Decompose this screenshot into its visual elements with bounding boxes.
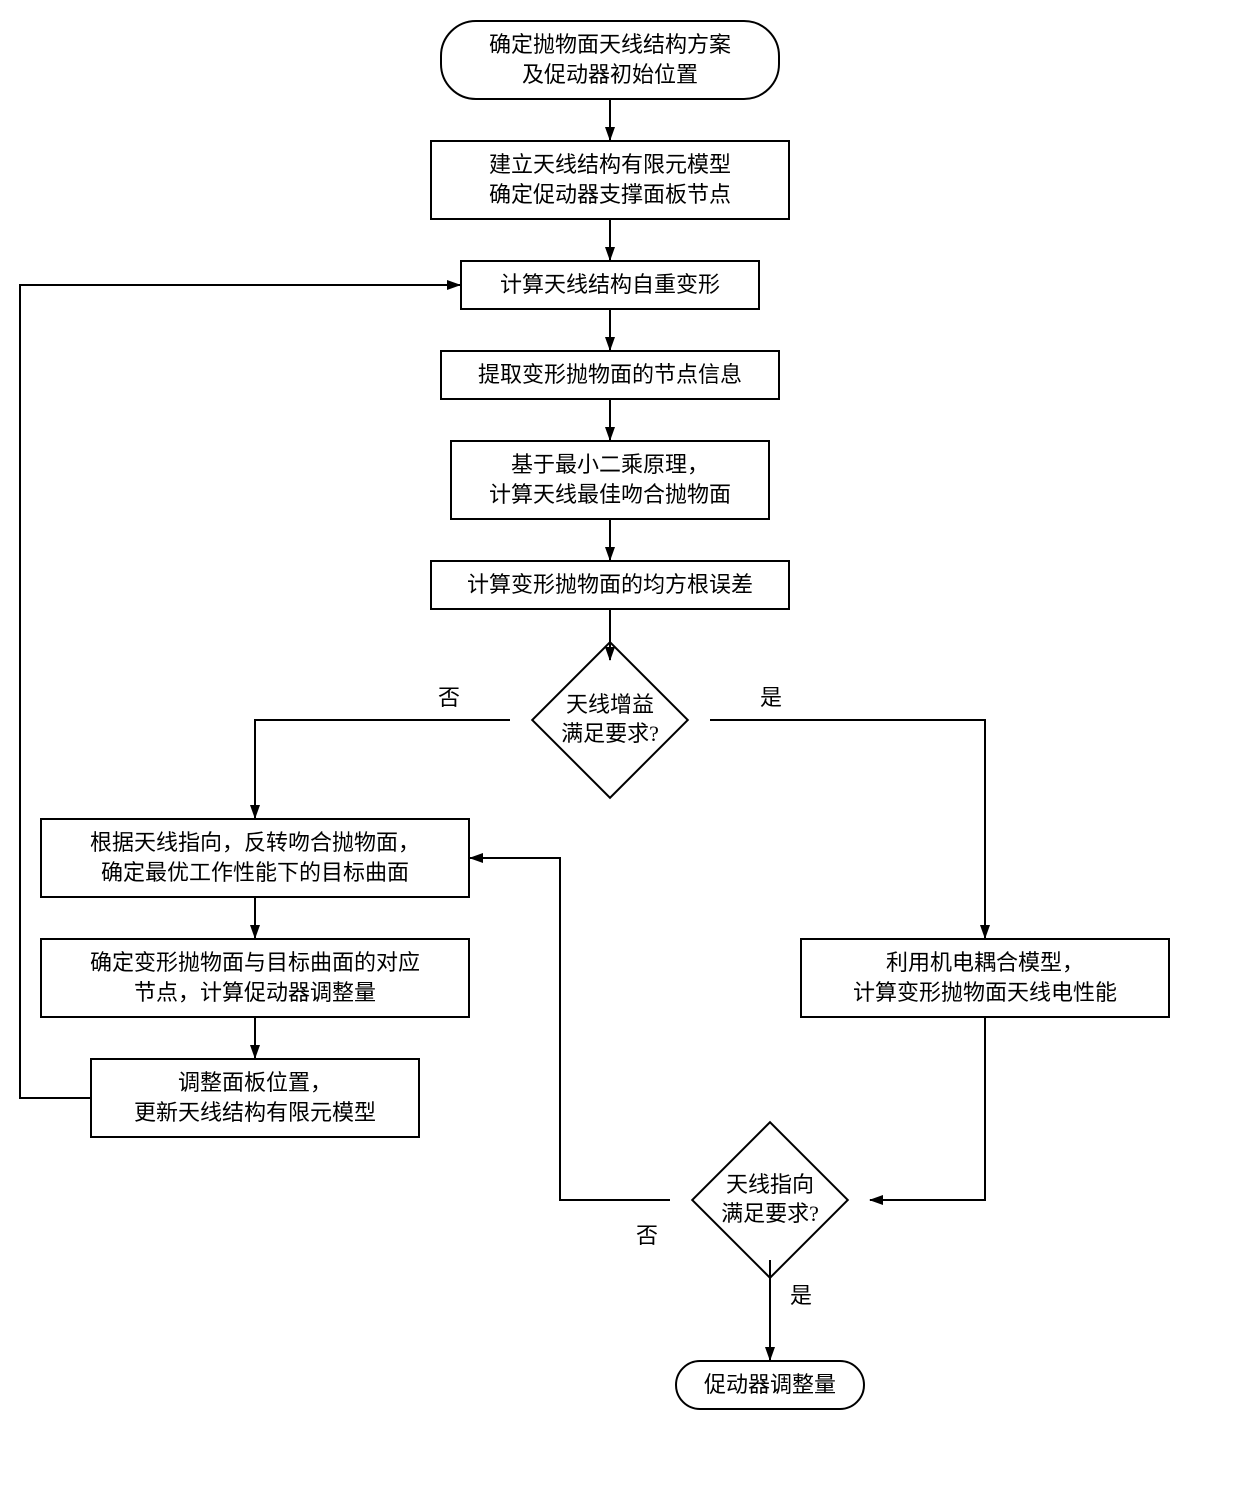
- d2-line2: 满足要求?: [721, 1200, 819, 1229]
- left2-line2: 节点，计算促动器调整量: [90, 978, 420, 1008]
- start-line2: 及促动器初始位置: [489, 60, 731, 90]
- left1-line2: 确定最优工作性能下的目标曲面: [90, 858, 420, 888]
- edge-right1_b-d2_r: [870, 1018, 985, 1200]
- d2-yes-label: 是: [790, 1278, 812, 1310]
- n5-line1: 计算变形抛物面的均方根误差: [467, 570, 753, 600]
- left3-line2: 更新天线结构有限元模型: [134, 1098, 376, 1128]
- start-terminal: 确定抛物面天线结构方案 及促动器初始位置: [440, 20, 780, 100]
- edge-d2_l-left1_r: [470, 858, 670, 1200]
- process-left3: 调整面板位置， 更新天线结构有限元模型: [90, 1058, 420, 1138]
- process-n1: 建立天线结构有限元模型 确定促动器支撑面板节点: [430, 140, 790, 220]
- right1-line2: 计算变形抛物面天线电性能: [853, 978, 1117, 1008]
- process-n3: 提取变形抛物面的节点信息: [440, 350, 780, 400]
- edge-d1_r-right1_t: [710, 720, 985, 938]
- process-left2: 确定变形抛物面与目标曲面的对应 节点，计算促动器调整量: [40, 938, 470, 1018]
- left2-line1: 确定变形抛物面与目标曲面的对应: [90, 948, 420, 978]
- decision-d1: 天线增益 满足要求?: [510, 660, 710, 780]
- start-line1: 确定抛物面天线结构方案: [489, 30, 731, 60]
- process-left1: 根据天线指向，反转吻合抛物面， 确定最优工作性能下的目标曲面: [40, 818, 470, 898]
- left1-line1: 根据天线指向，反转吻合抛物面，: [90, 828, 420, 858]
- d1-no-label: 否: [438, 680, 460, 712]
- right1-line1: 利用机电耦合模型，: [853, 948, 1117, 978]
- n4-line2: 计算天线最佳吻合抛物面: [489, 480, 731, 510]
- process-n4: 基于最小二乘原理， 计算天线最佳吻合抛物面: [450, 440, 770, 520]
- end-line1: 促动器调整量: [704, 1370, 836, 1400]
- n4-line1: 基于最小二乘原理，: [489, 450, 731, 480]
- d1-line1: 天线增益: [561, 691, 659, 720]
- process-n5: 计算变形抛物面的均方根误差: [430, 560, 790, 610]
- left3-line1: 调整面板位置，: [134, 1068, 376, 1098]
- decision-d2: 天线指向 满足要求?: [670, 1140, 870, 1260]
- d1-yes-label: 是: [760, 680, 782, 712]
- d2-line1: 天线指向: [721, 1171, 819, 1200]
- n2-line1: 计算天线结构自重变形: [500, 270, 720, 300]
- process-n2: 计算天线结构自重变形: [460, 260, 760, 310]
- n3-line1: 提取变形抛物面的节点信息: [478, 360, 742, 390]
- process-right1: 利用机电耦合模型， 计算变形抛物面天线电性能: [800, 938, 1170, 1018]
- n1-line2: 确定促动器支撑面板节点: [489, 180, 731, 210]
- end-terminal: 促动器调整量: [675, 1360, 865, 1410]
- d2-no-label: 否: [636, 1218, 658, 1250]
- d1-line2: 满足要求?: [561, 720, 659, 749]
- n1-line1: 建立天线结构有限元模型: [489, 150, 731, 180]
- edge-d1_l-left1_t: [255, 720, 510, 818]
